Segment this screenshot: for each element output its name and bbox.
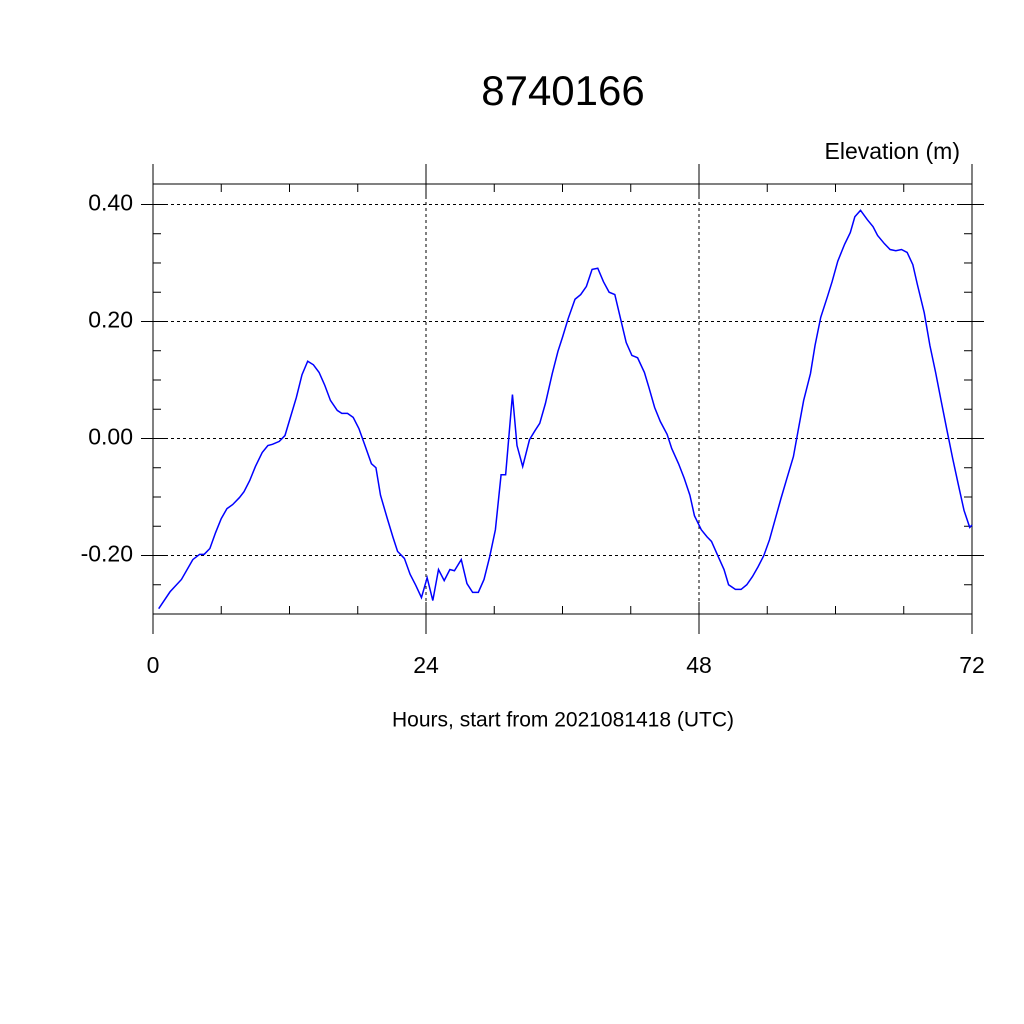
y-axis-label: Elevation (m): [825, 138, 960, 164]
x-tick-label: 72: [959, 652, 985, 678]
x-axis-label: Hours, start from 2021081418 (UTC): [392, 709, 734, 732]
x-tick-label: 24: [413, 652, 439, 678]
y-tick-label: 0.40: [88, 190, 133, 216]
y-tick-label: -0.20: [81, 541, 133, 567]
y-tick-label: 0.20: [88, 307, 133, 333]
plot-frame: [152, 183, 973, 615]
chart-title: 8740166: [481, 67, 645, 114]
x-tick-label: 0: [147, 652, 160, 678]
data-line: [158, 209, 973, 610]
y-tick-label: 0.00: [88, 424, 133, 450]
x-tick-label: 48: [686, 652, 712, 678]
